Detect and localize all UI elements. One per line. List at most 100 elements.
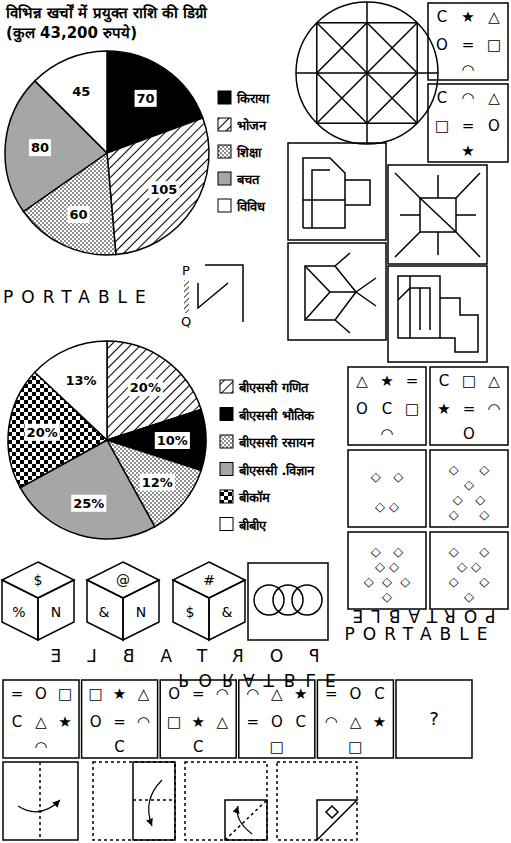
line [437, 175, 439, 198]
data-label: 12% [142, 475, 173, 490]
arrow [149, 780, 162, 826]
shape [2, 562, 74, 598]
frame [428, 3, 508, 80]
frame [3, 762, 78, 840]
title-line: विभिन्न खर्चों में प्रयुक्त राशि की डिग्… [5, 4, 208, 23]
word: PORTABLE [3, 287, 154, 307]
legend-swatch [218, 118, 231, 131]
legend-label: बीएससी रसायन [238, 435, 315, 450]
shape [173, 562, 245, 598]
legend-label: बीएससी .विज्ञान [238, 463, 315, 478]
symbol: O [463, 425, 475, 443]
figure-boxes [288, 143, 487, 362]
frame [185, 762, 267, 840]
cube-face: & [99, 604, 110, 620]
cube-face: % [12, 604, 25, 620]
diamonds: ◇ ◇ [375, 499, 399, 514]
shape [440, 298, 478, 352]
option-text: PORTABLE [25, 646, 320, 666]
symbol: O [168, 685, 180, 703]
mirror-options: PORTABLEPORTABLEPORTABLEPORATBLE [25, 606, 496, 690]
line [133, 799, 175, 801]
label-bg [71, 495, 106, 512]
diamonds: ◇ ◇ [371, 469, 403, 484]
frame [225, 800, 267, 840]
shape [345, 180, 370, 205]
symbol-boxes-top: C★△O=□◠C◠△□=O★ [428, 3, 508, 162]
data-label: 25% [73, 496, 104, 511]
line [335, 320, 350, 333]
line [437, 232, 439, 255]
symbol: O [349, 685, 361, 703]
frame [420, 198, 456, 232]
symbol: = [247, 713, 260, 731]
data-label: 45 [72, 84, 90, 99]
symbol: △ [138, 685, 150, 703]
symbol: △ [350, 713, 362, 731]
legend-label: बीकॉम [238, 490, 271, 505]
line [395, 173, 420, 198]
symbol: ★ [461, 8, 474, 26]
line [39, 762, 41, 840]
answer: ? [429, 708, 439, 729]
frame [348, 532, 426, 609]
legend-swatch [218, 91, 231, 104]
symbol: □ [435, 117, 449, 135]
frame [398, 276, 440, 338]
line [305, 266, 330, 292]
legend: बीएससी गणितबीएससी भौतिकबीएससी रसायनबीएसस… [220, 380, 315, 533]
data-label: 10% [157, 433, 188, 448]
frame [388, 266, 487, 362]
symbol: □ [348, 738, 362, 756]
chart-title: विभिन्न खर्चों में प्रयुक्त राशि की डिग्… [5, 4, 208, 43]
pie-slice [35, 51, 107, 153]
symbol: O [356, 400, 368, 418]
cube-face: # [203, 572, 215, 588]
legend-label: शिक्षा [236, 145, 262, 160]
shape [303, 158, 345, 228]
circle [292, 585, 322, 615]
symbol: ★ [191, 713, 204, 731]
frame [82, 680, 158, 758]
page: 70105608045किरायाभोजनशिक्षाबचतविविधविभिन… [0, 0, 511, 843]
symbol: ◠ [246, 685, 259, 703]
shape [305, 266, 356, 320]
symbol: = [11, 685, 24, 703]
legend-label: बचत [236, 172, 260, 187]
legend-swatch [220, 408, 233, 421]
label-bg [68, 206, 90, 223]
line [456, 173, 480, 198]
legend-swatch [220, 518, 233, 531]
legend-label: भोजन [237, 118, 267, 133]
shape [398, 288, 430, 330]
line [419, 288, 421, 330]
shape [173, 580, 209, 640]
frame [3, 680, 79, 758]
pie [8, 341, 206, 539]
diamond-boxes: ◇ ◇◇ ◇◇ ◇◇◇ ◇◇ ◇◇ ◇◇ ◇◇ ◇ ◇◇◇ ◇◇ ◇◇ ◇◇ [348, 450, 508, 609]
frame [428, 84, 508, 162]
symbol: ★ [113, 685, 126, 703]
diamonds: ◇ ◇ [449, 462, 490, 477]
symbol: = [325, 685, 338, 703]
circle [254, 585, 284, 615]
circle-figure [296, 2, 438, 144]
title-line: (कुल 43,200 रुपये) [6, 24, 137, 43]
mirrored-text: PORTABLE [25, 646, 320, 666]
symbol: ◠ [461, 61, 474, 79]
arrow [18, 800, 60, 812]
symbol: C [374, 685, 384, 703]
frame [348, 367, 426, 445]
symbol: ◠ [487, 400, 500, 418]
symbol: △ [356, 372, 368, 390]
data-label: 20% [130, 380, 161, 395]
label-bg [140, 474, 175, 491]
shape [198, 283, 228, 308]
line [356, 292, 376, 306]
diamonds: ◇ ◇ ◇ [364, 574, 411, 589]
label-bg [70, 83, 92, 100]
frame [160, 680, 236, 758]
shape [87, 562, 159, 598]
frame [239, 680, 315, 758]
line [456, 232, 480, 257]
